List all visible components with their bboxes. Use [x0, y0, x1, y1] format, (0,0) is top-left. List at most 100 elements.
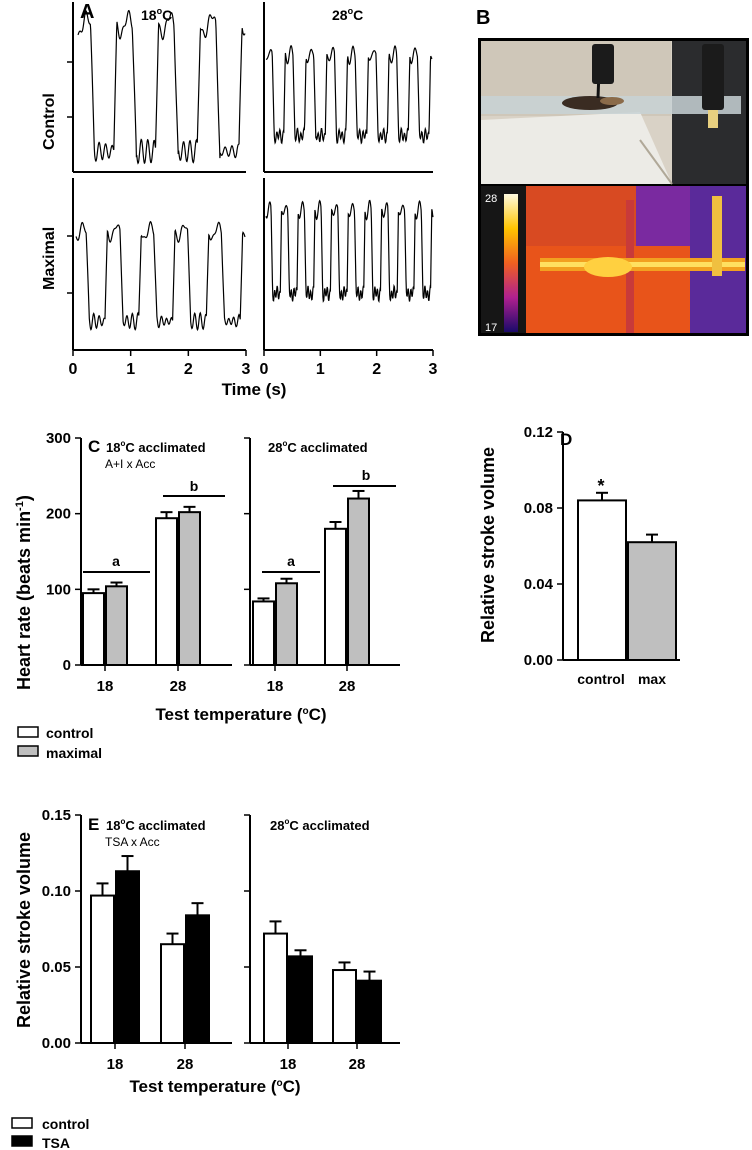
bar-control: [82, 592, 105, 666]
a-yticks: [67, 61, 73, 294]
svg-text:b: b: [190, 478, 199, 494]
thermal-scale-max: 28: [485, 193, 497, 205]
panel-d-xlabel-control: control: [577, 671, 624, 687]
panel-b-letter: B: [476, 7, 490, 29]
thermal-scale-min: 17: [485, 322, 497, 334]
panel-a-row-control: Control: [41, 93, 58, 150]
panel-b: B 2: [476, 7, 749, 336]
legend-e-control-swatch: [11, 1117, 33, 1129]
a-xtick-label: 2: [184, 361, 193, 378]
panel-d-star: *: [597, 476, 604, 496]
ytick-label: 0: [63, 657, 71, 674]
xtick-label: 28: [170, 678, 187, 695]
panel-c-legend: control maximal: [17, 725, 102, 761]
xtick-label: 18: [97, 678, 114, 695]
ytick-label: 0.00: [42, 1035, 71, 1052]
legend-control-swatch: [17, 726, 39, 738]
ytick-label: 0.00: [524, 652, 553, 669]
bar-tsa: [357, 979, 382, 1044]
panel-d-xlabel-max: max: [638, 671, 666, 687]
trace-line: [77, 9, 246, 165]
ytick-label: 0.10: [42, 883, 71, 900]
panel-d-ylabel: Relative stroke volume: [478, 447, 498, 643]
panel-e-bars: [90, 855, 382, 1045]
a-xtick-label: 1: [316, 361, 325, 378]
panel-e-ylabel: Relative stroke volume: [14, 832, 34, 1028]
panel-c-ticks: 0 100 200 300 18 28 18 28: [46, 430, 355, 695]
legend-maximal-label: maximal: [46, 745, 102, 761]
bar-maximal: [178, 511, 201, 666]
panel-e-stat-note: TSA x Acc: [105, 835, 160, 849]
trace-line: [265, 199, 434, 304]
legend-e-tsa-swatch: [11, 1135, 33, 1147]
panel-e-sub-18: 18oC acclimated: [106, 817, 206, 833]
xtick-label: 28: [349, 1056, 366, 1073]
trace-line: [265, 45, 433, 146]
svg-text:a: a: [112, 553, 120, 569]
svg-text:b: b: [362, 467, 371, 483]
xtick-label: 18: [267, 678, 284, 695]
bar-control: [324, 527, 347, 666]
panel-e-letter: E: [88, 815, 99, 834]
a-xtick-label: 0: [69, 361, 78, 378]
bar-max: [627, 541, 677, 662]
panel-c-ylabel: Heart rate (beats min-1): [14, 495, 34, 690]
a-xtick-label: 1: [126, 361, 135, 378]
panel-c: Heart rate (beats min-1) 0 100 200 300 18 28 1…: [14, 430, 400, 761]
panel-a-row-maximal: Maximal: [41, 227, 58, 290]
panel-a-xlabel: Time (s): [222, 380, 287, 399]
a-xtick-label: 2: [372, 361, 381, 378]
bar-control: [90, 894, 115, 1044]
bar-tsa: [115, 870, 140, 1044]
panel-c-bars: [82, 489, 370, 667]
svg-text:a: a: [287, 553, 295, 569]
panel-c-stat-note: A+I x Acc: [105, 457, 155, 471]
bar-tsa: [185, 914, 210, 1045]
bar-maximal: [347, 497, 370, 666]
legend-e-control-label: control: [42, 1116, 89, 1132]
panel-a-title-28: 28oC: [332, 6, 363, 23]
panel-c-sub-18: 18oC acclimated: [106, 439, 206, 455]
panel-a-traces: [75, 9, 434, 332]
bar-control: [155, 517, 178, 666]
panel-d-ticks: 0.00 0.04 0.08 0.12: [524, 424, 563, 669]
bar-maximal: [275, 582, 298, 667]
panel-e-xlabel: Test temperature (oC): [129, 1077, 300, 1096]
bar-tsa: [288, 955, 313, 1044]
bar-maximal: [105, 585, 128, 666]
legend-maximal-swatch: [17, 745, 39, 757]
a-xtick-label: 0: [260, 361, 269, 378]
a-xtick-label: 3: [242, 361, 251, 378]
ytick-label: 0.04: [524, 576, 554, 593]
bar-control: [252, 600, 275, 667]
panel-c-significance: a b a b: [83, 467, 396, 573]
panel-e-ticks: 0.00 0.05 0.10 0.15 18 28 18 28: [42, 807, 366, 1073]
panel-e-legend: control TSA: [11, 1116, 89, 1150]
a-xtick-label: 3: [429, 361, 438, 378]
panel-e-sub-28: 28oC acclimated: [270, 817, 370, 833]
ytick-label: 0.12: [524, 424, 553, 441]
trace-line: [75, 220, 246, 332]
panel-d: Relative stroke volume 0.000.040.080.12 …: [478, 424, 680, 687]
xtick-label: 18: [280, 1056, 297, 1073]
legend-e-tsa-label: TSA: [42, 1135, 70, 1150]
panel-a-letter: A: [80, 1, 94, 23]
xtick-label: 28: [339, 678, 356, 695]
bar-control: [332, 969, 357, 1044]
xtick-label: 18: [107, 1056, 124, 1073]
bar-control: [263, 932, 288, 1044]
panel-d-letter: D: [560, 430, 572, 449]
panel-c-xlabel: Test temperature (oC): [155, 705, 326, 724]
specimen-photo: [481, 41, 746, 185]
ytick-label: 0.15: [42, 807, 71, 824]
xtick-label: 28: [177, 1056, 194, 1073]
panel-c-letter: C: [88, 437, 100, 456]
ytick-label: 200: [46, 506, 71, 523]
ytick-label: 100: [46, 581, 71, 598]
ytick-label: 0.08: [524, 500, 553, 517]
ytick-label: 300: [46, 430, 71, 447]
bar-control: [160, 943, 185, 1045]
